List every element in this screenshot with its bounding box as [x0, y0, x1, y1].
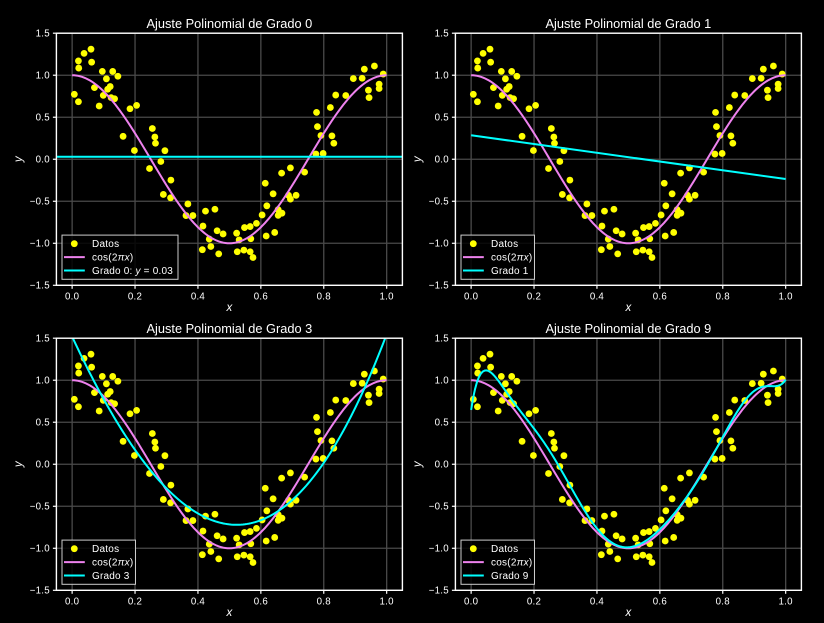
svg-text:cos(2πx): cos(2πx)	[491, 557, 533, 568]
svg-text:−0.5: −0.5	[30, 502, 50, 513]
svg-text:0.0: 0.0	[36, 155, 51, 166]
svg-text:0.5: 0.5	[435, 113, 449, 124]
svg-text:−1.5: −1.5	[429, 281, 449, 292]
svg-text:0.5: 0.5	[435, 418, 449, 429]
svg-text:y: y	[13, 460, 25, 468]
svg-text:1.0: 1.0	[779, 597, 794, 608]
svg-text:cos(2πx): cos(2πx)	[491, 252, 533, 263]
svg-text:0.4: 0.4	[191, 292, 206, 303]
svg-text:0.0: 0.0	[65, 597, 80, 608]
svg-text:x: x	[226, 607, 234, 619]
svg-text:1.0: 1.0	[779, 292, 794, 303]
svg-text:0.2: 0.2	[527, 597, 541, 608]
svg-text:Grado 3: Grado 3	[92, 571, 130, 582]
svg-text:−1.0: −1.0	[30, 239, 50, 250]
svg-text:y: y	[412, 460, 424, 468]
svg-text:0.6: 0.6	[653, 292, 667, 303]
svg-text:Grado 9: Grado 9	[491, 571, 529, 582]
svg-text:y: y	[412, 155, 424, 163]
svg-text:0.0: 0.0	[435, 155, 450, 166]
svg-text:Datos: Datos	[491, 544, 518, 555]
svg-text:x: x	[625, 302, 633, 314]
svg-text:0.8: 0.8	[317, 597, 331, 608]
svg-text:Ajuste Polinomial de Grado 1: Ajuste Polinomial de Grado 1	[546, 16, 712, 31]
svg-text:y: y	[13, 155, 25, 163]
svg-text:0.0: 0.0	[435, 460, 450, 471]
svg-text:1.0: 1.0	[36, 376, 51, 387]
svg-text:1.5: 1.5	[36, 334, 50, 345]
svg-text:0.2: 0.2	[527, 292, 541, 303]
svg-text:0.8: 0.8	[716, 597, 730, 608]
svg-text:0.0: 0.0	[65, 292, 80, 303]
svg-text:1.5: 1.5	[435, 334, 449, 345]
svg-text:0.2: 0.2	[128, 597, 142, 608]
svg-text:0.0: 0.0	[464, 292, 479, 303]
svg-text:−0.5: −0.5	[429, 197, 449, 208]
svg-text:cos(2πx): cos(2πx)	[92, 557, 134, 568]
svg-text:−1.5: −1.5	[30, 281, 50, 292]
svg-text:x: x	[625, 607, 633, 619]
svg-text:0.4: 0.4	[590, 292, 605, 303]
svg-text:0.6: 0.6	[254, 292, 268, 303]
svg-text:0.8: 0.8	[317, 292, 331, 303]
svg-text:1.5: 1.5	[435, 29, 449, 40]
svg-text:−1.0: −1.0	[429, 239, 449, 250]
svg-text:Datos: Datos	[92, 239, 119, 250]
svg-text:−1.0: −1.0	[429, 544, 449, 555]
svg-text:0.5: 0.5	[36, 418, 50, 429]
svg-text:0.4: 0.4	[590, 597, 605, 608]
svg-text:Grado 1: Grado 1	[491, 266, 529, 277]
svg-text:1.0: 1.0	[36, 71, 51, 82]
svg-text:Ajuste Polinomial de Grado 9: Ajuste Polinomial de Grado 9	[546, 321, 712, 336]
svg-text:0.8: 0.8	[716, 292, 730, 303]
svg-text:−0.5: −0.5	[429, 502, 449, 513]
svg-text:0.2: 0.2	[128, 292, 142, 303]
svg-text:1.0: 1.0	[380, 597, 395, 608]
svg-text:Ajuste Polinomial de Grado 0: Ajuste Polinomial de Grado 0	[147, 16, 313, 31]
svg-text:Datos: Datos	[491, 239, 518, 250]
svg-text:1.0: 1.0	[380, 292, 395, 303]
svg-text:Datos: Datos	[92, 544, 119, 555]
svg-text:0.5: 0.5	[36, 113, 50, 124]
svg-text:−1.5: −1.5	[30, 586, 50, 597]
svg-text:Ajuste Polinomial de Grado 3: Ajuste Polinomial de Grado 3	[147, 321, 313, 336]
svg-text:−1.0: −1.0	[30, 544, 50, 555]
svg-text:Grado 0: y = 0.03: Grado 0: y = 0.03	[92, 266, 173, 277]
svg-text:1.0: 1.0	[435, 376, 450, 387]
svg-text:0.6: 0.6	[653, 597, 667, 608]
svg-text:−0.5: −0.5	[30, 197, 50, 208]
svg-text:0.0: 0.0	[36, 460, 51, 471]
svg-text:1.5: 1.5	[36, 29, 50, 40]
svg-text:0.4: 0.4	[191, 597, 206, 608]
svg-text:x: x	[226, 302, 234, 314]
svg-text:1.0: 1.0	[435, 71, 450, 82]
svg-text:cos(2πx): cos(2πx)	[92, 252, 134, 263]
svg-text:0.0: 0.0	[464, 597, 479, 608]
svg-text:−1.5: −1.5	[429, 586, 449, 597]
svg-text:0.6: 0.6	[254, 597, 268, 608]
